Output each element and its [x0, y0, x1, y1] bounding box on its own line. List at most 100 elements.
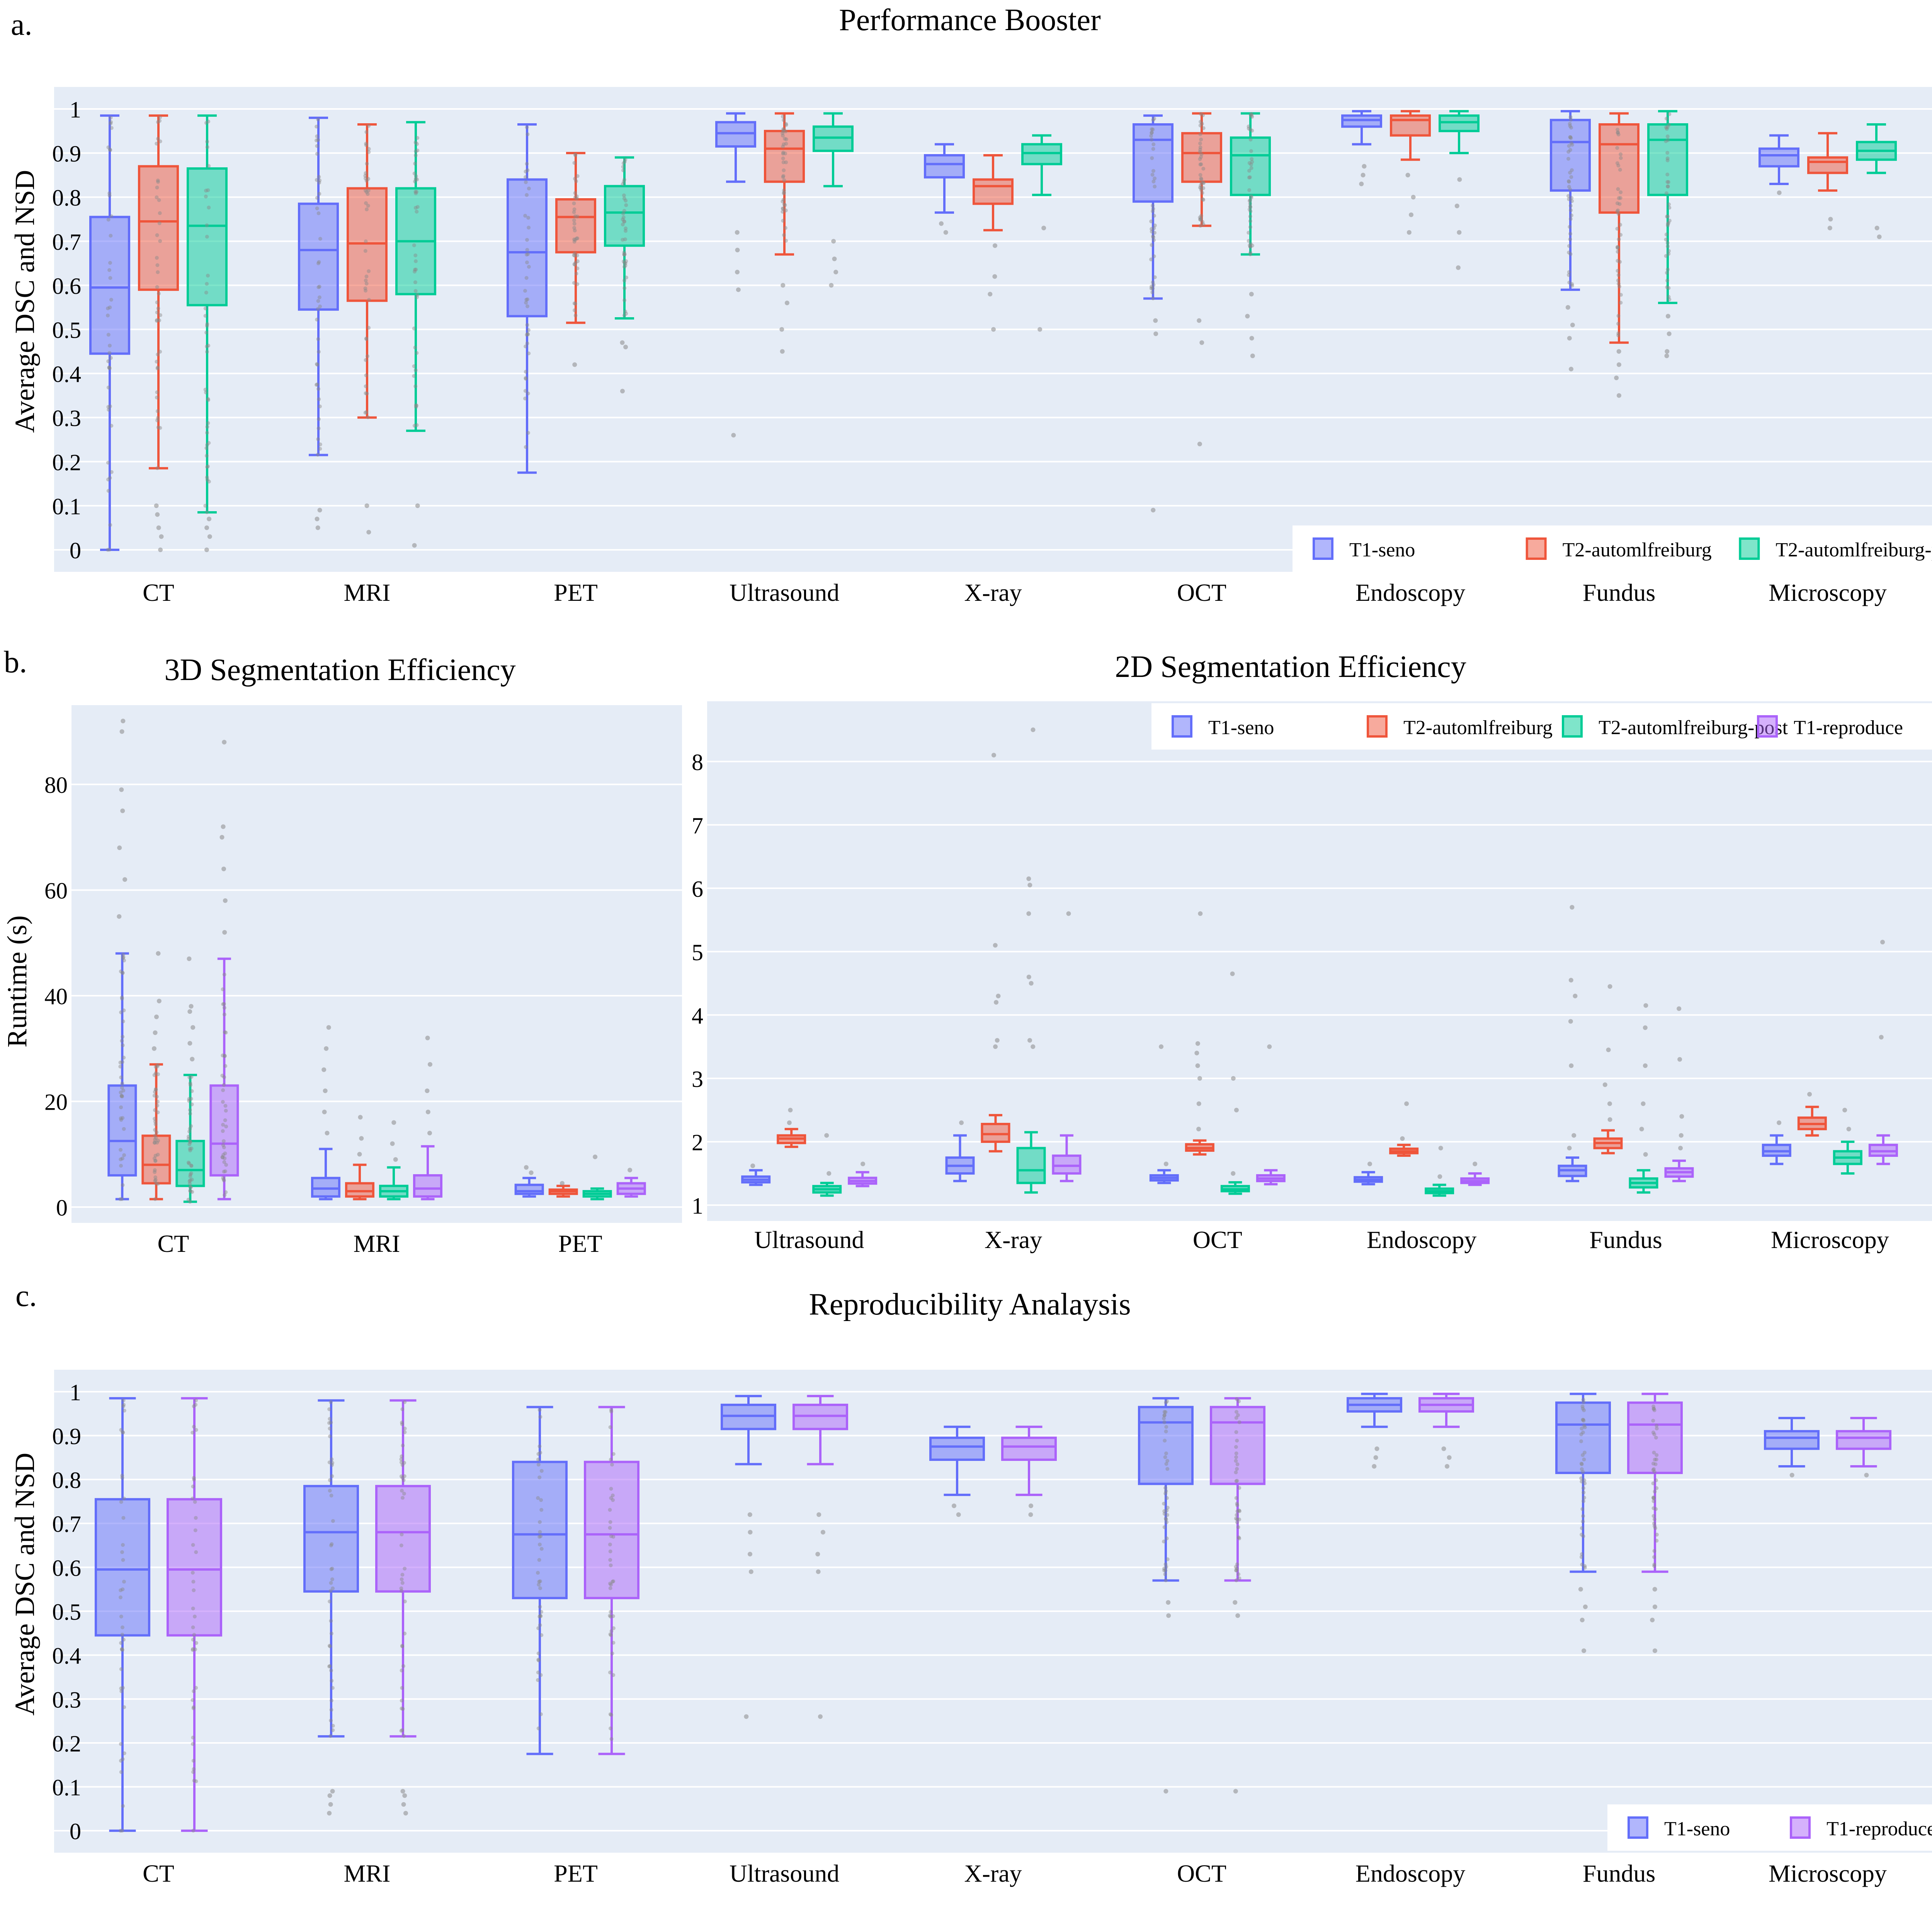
sample-point — [573, 153, 578, 157]
sample-point — [1247, 124, 1251, 129]
outlier-point — [117, 845, 122, 850]
outlier-point — [818, 1714, 823, 1719]
sample-point — [119, 1742, 123, 1746]
sample-point — [414, 190, 418, 194]
sample-point — [108, 276, 112, 280]
sample-point — [118, 1064, 122, 1069]
box-T2-automlfreiburg-Fundus — [1593, 984, 1623, 1155]
sample-point — [573, 228, 577, 233]
sample-point — [328, 1734, 333, 1738]
outlier-point — [1789, 1473, 1794, 1478]
sample-point — [523, 289, 527, 293]
x-tick-label: X-ray — [985, 1226, 1042, 1253]
sample-point — [222, 1002, 226, 1006]
sample-point — [536, 1457, 540, 1462]
sample-point — [153, 1122, 158, 1126]
sample-point — [1651, 1499, 1656, 1503]
outlier-point — [1359, 182, 1364, 186]
sample-point — [1248, 205, 1253, 209]
sample-point — [624, 229, 628, 233]
sample-point — [106, 548, 110, 552]
sample-point — [1247, 188, 1252, 192]
sample-point — [1568, 115, 1573, 119]
outlier-point — [572, 362, 577, 367]
sample-point — [1570, 199, 1574, 203]
sample-point — [1665, 117, 1669, 121]
sample-point — [784, 160, 788, 165]
y-tick-label: 0.1 — [52, 1775, 81, 1801]
sample-point — [331, 1728, 335, 1732]
sample-point — [316, 350, 321, 354]
sample-point — [782, 190, 786, 195]
outlier-point — [1031, 1044, 1036, 1049]
sample-point — [1666, 244, 1670, 248]
sample-point — [1250, 112, 1254, 116]
sample-point — [1199, 176, 1203, 180]
sample-point — [191, 1543, 195, 1547]
sample-point — [122, 1408, 126, 1413]
sample-point — [1236, 1572, 1241, 1576]
sample-point — [414, 191, 418, 196]
sample-point — [330, 1463, 334, 1467]
sample-point — [621, 182, 625, 186]
legend-swatch-T2-automlfreiburg — [1526, 537, 1547, 560]
sample-point — [573, 260, 578, 265]
outlier-point — [1570, 323, 1575, 328]
outlier-point — [1197, 442, 1202, 447]
outlier-point — [1583, 1604, 1588, 1609]
sample-point — [781, 199, 785, 204]
outlier-point — [315, 525, 320, 530]
outlier-point — [1677, 1006, 1682, 1011]
sample-point — [1165, 1557, 1170, 1561]
sample-point — [572, 201, 576, 206]
sample-point — [414, 174, 418, 179]
sample-point — [608, 1425, 612, 1429]
outlier-point — [1235, 1613, 1240, 1618]
sample-point — [328, 1589, 333, 1593]
sample-point — [609, 1610, 613, 1614]
sample-point — [153, 1159, 157, 1163]
box-T2-automlfreiburg-post-Endoscopy — [1439, 110, 1480, 270]
outlier-point — [1026, 876, 1031, 881]
box-iqr — [1230, 136, 1271, 196]
sample-point — [153, 1128, 157, 1132]
sample-point — [107, 365, 111, 369]
sample-point — [206, 421, 210, 425]
sample-point — [1582, 1496, 1586, 1500]
sample-point — [329, 1543, 333, 1547]
sample-point — [1248, 225, 1252, 229]
sample-point — [1199, 138, 1203, 142]
sample-point — [1151, 147, 1155, 151]
sample-point — [156, 1100, 160, 1104]
outlier-point — [784, 301, 789, 306]
sample-point — [316, 117, 320, 122]
sample-point — [1619, 152, 1623, 156]
sample-point — [315, 178, 319, 182]
sample-point — [119, 1090, 123, 1095]
sample-point — [400, 1463, 405, 1467]
x-tick-label: MRI — [344, 579, 391, 606]
box-T1-seno-Microscopy — [1759, 134, 1799, 195]
sample-point — [158, 211, 162, 215]
outlier-point — [427, 1131, 432, 1136]
sample-point — [119, 1500, 123, 1504]
sample-point — [400, 1644, 405, 1648]
sample-point — [224, 1124, 228, 1129]
sample-point — [189, 1146, 194, 1151]
sample-point — [1198, 132, 1202, 136]
sample-point — [539, 1469, 544, 1473]
box-T1-reproduce-Fundus — [1664, 1006, 1694, 1182]
sample-point — [367, 298, 371, 302]
box-T1-seno-Fundus — [1550, 110, 1591, 372]
x-tick-label: MRI — [354, 1230, 400, 1257]
sample-point — [622, 160, 627, 164]
outlier-point — [1614, 376, 1619, 380]
outlier-point — [1411, 195, 1416, 200]
sample-point — [526, 132, 530, 136]
sample-point — [1651, 1481, 1655, 1486]
sample-point — [121, 1035, 125, 1039]
sample-point — [399, 1586, 403, 1590]
outlier-point — [323, 1088, 328, 1093]
sample-point — [155, 1104, 160, 1108]
sample-point — [205, 478, 209, 482]
